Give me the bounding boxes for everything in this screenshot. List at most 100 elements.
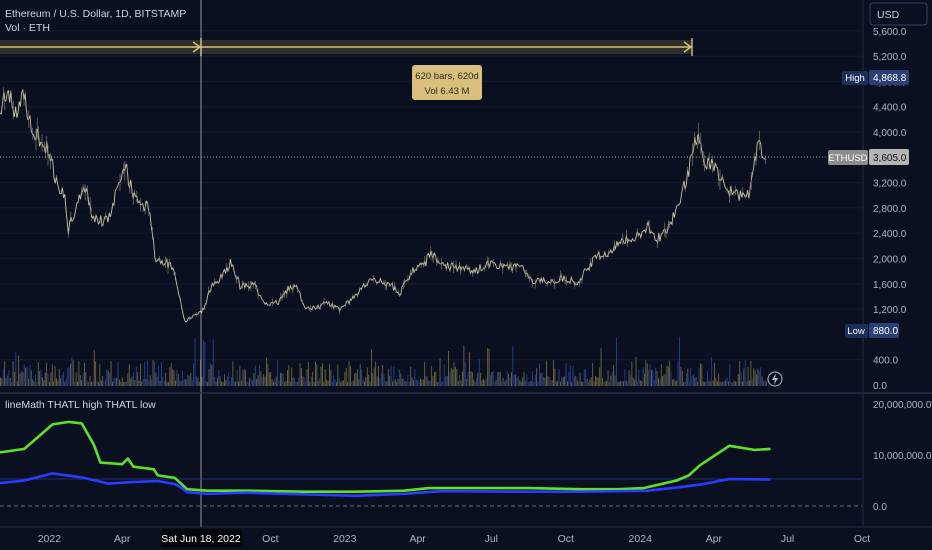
volume-bar bbox=[299, 363, 301, 386]
volume-bar bbox=[457, 381, 459, 386]
volume-bar bbox=[348, 361, 350, 386]
volume-bar bbox=[254, 365, 256, 386]
volume-bar bbox=[95, 361, 97, 386]
volume-bar bbox=[515, 374, 517, 386]
volume-bar bbox=[320, 366, 322, 386]
volume-bar bbox=[441, 382, 442, 386]
volume-bar bbox=[315, 361, 316, 386]
lightning-icon[interactable] bbox=[767, 371, 783, 387]
volume-bar bbox=[389, 375, 391, 386]
volume-bar bbox=[361, 369, 363, 386]
volume-bar bbox=[418, 381, 420, 386]
volume-bar bbox=[268, 372, 270, 386]
volume-bar bbox=[123, 382, 125, 386]
time-axis[interactable]: 2022 Apr Oct 2023 Apr Jul Oct 2024 Apr Jul Oct bbox=[38, 533, 871, 545]
volume-bar bbox=[470, 371, 472, 386]
volume-bar bbox=[593, 381, 595, 386]
volume-bar bbox=[383, 374, 385, 386]
volume-bar bbox=[518, 376, 519, 386]
volume-bar bbox=[189, 375, 190, 386]
currency-button[interactable] bbox=[869, 2, 928, 26]
price-tick-label: 5,600.0 bbox=[873, 27, 907, 38]
volume-bar bbox=[442, 381, 444, 386]
volume-bar bbox=[23, 364, 25, 386]
volume-bar bbox=[296, 382, 298, 386]
volume-bar bbox=[642, 367, 644, 386]
volume-bar bbox=[550, 380, 552, 386]
volume-bar bbox=[530, 381, 532, 386]
volume-title[interactable]: Vol · ETH bbox=[5, 22, 50, 34]
volume-bar bbox=[140, 363, 141, 386]
volume-bar bbox=[79, 375, 81, 386]
volume-bar bbox=[203, 339, 204, 386]
symbol-title[interactable]: Ethereum / U.S. Dollar, 1D, BITSTAMP bbox=[5, 8, 186, 20]
volume-bar bbox=[379, 378, 381, 386]
volume-bar bbox=[364, 381, 365, 386]
indicator-tick-label: 0.0 bbox=[873, 502, 887, 513]
price-tick-label: 5,200.0 bbox=[873, 52, 907, 63]
volume-bar bbox=[424, 361, 426, 386]
volume-bar bbox=[375, 361, 377, 386]
volume-bar bbox=[252, 380, 253, 386]
volume-bar bbox=[372, 373, 374, 386]
volume-bar bbox=[67, 367, 69, 386]
volume-bar bbox=[436, 382, 438, 386]
volume-bar bbox=[533, 382, 535, 386]
volume-bar bbox=[508, 374, 510, 386]
volume-bar bbox=[354, 373, 356, 386]
volume-bar bbox=[350, 366, 351, 386]
volume-bar bbox=[701, 364, 703, 386]
volume-bar bbox=[491, 372, 493, 386]
volume-bar bbox=[735, 381, 736, 386]
volume-bar bbox=[308, 362, 309, 386]
volume-bar bbox=[212, 339, 214, 386]
volume-bar bbox=[8, 370, 10, 386]
volume-bar bbox=[525, 380, 526, 386]
volume-bar bbox=[445, 376, 447, 386]
volume-bar bbox=[75, 372, 77, 386]
volume-bar bbox=[317, 380, 319, 386]
volume-bar bbox=[561, 377, 563, 386]
volume-bar bbox=[683, 382, 685, 386]
volume-bar bbox=[737, 374, 739, 386]
volume-bar bbox=[215, 381, 217, 386]
volume-bar bbox=[334, 379, 336, 386]
volume-bar bbox=[56, 378, 57, 386]
volume-bar bbox=[91, 381, 92, 386]
volume-bar bbox=[15, 352, 17, 386]
volume-bar bbox=[81, 380, 83, 386]
indicator-axis[interactable]: 20,000,000.0 10,000,000.0 0.0 bbox=[873, 400, 932, 513]
volume-bar bbox=[365, 377, 367, 386]
volume-bar bbox=[61, 374, 63, 386]
volume-bar bbox=[645, 360, 647, 386]
volume-bar bbox=[148, 380, 150, 386]
volume-bar bbox=[532, 371, 533, 386]
volume-bar bbox=[572, 365, 574, 386]
volume-bar bbox=[673, 379, 675, 386]
volume-bar bbox=[145, 379, 147, 386]
volume-bar bbox=[448, 351, 449, 386]
volume-bar bbox=[93, 350, 95, 386]
volume-bar bbox=[207, 382, 209, 386]
measure-arrowhead-mid-icon bbox=[192, 41, 202, 53]
volume-bar bbox=[686, 373, 687, 386]
volume-bar bbox=[590, 377, 592, 386]
volume-bar bbox=[631, 361, 633, 386]
time-tick-label: Apr bbox=[114, 533, 131, 545]
volume-bar bbox=[537, 381, 539, 386]
price-axis[interactable]: 5,600.05,200.04,800.04,400.04,000.03,600… bbox=[873, 27, 907, 392]
volume-bar bbox=[616, 337, 617, 386]
volume-bar bbox=[554, 368, 556, 386]
indicator-title[interactable]: lineMath THATL high THATL low bbox=[5, 399, 156, 411]
volume-bar bbox=[322, 363, 323, 386]
volume-bar bbox=[281, 373, 283, 386]
time-tick-label: Apr bbox=[706, 533, 723, 545]
volume-bar bbox=[446, 376, 448, 386]
volume-bar bbox=[333, 375, 335, 386]
volume-bar bbox=[84, 362, 85, 386]
volume-bar bbox=[376, 376, 378, 386]
measure-tool[interactable]: 620 bars, 620d Vol 6.43 M bbox=[0, 38, 693, 100]
time-tick-label: Jul bbox=[485, 533, 498, 545]
volume-bar bbox=[390, 365, 392, 386]
